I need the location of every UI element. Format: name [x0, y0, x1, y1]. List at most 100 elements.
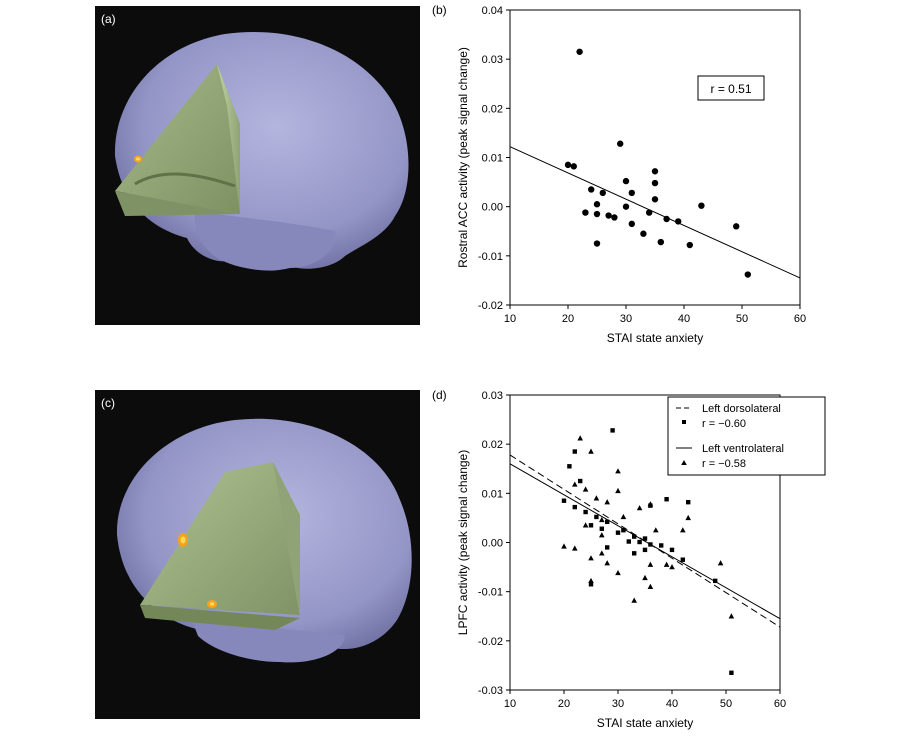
data-point-square — [642, 536, 648, 541]
data-point — [570, 163, 577, 170]
x-tick-label: 40 — [666, 698, 678, 710]
data-point — [622, 203, 630, 210]
annotation-box — [697, 75, 765, 101]
data-point-square — [594, 514, 599, 520]
data-point — [588, 186, 595, 193]
data-point-square — [632, 551, 637, 556]
data-point — [663, 215, 670, 223]
data-point-triangle — [647, 583, 654, 589]
data-point-triangle — [642, 574, 648, 581]
data-point-triangle — [647, 561, 654, 567]
y-tick-label: 0.00 — [482, 202, 503, 214]
data-point-square — [659, 543, 664, 548]
y-tick-label: 0.04 — [482, 5, 503, 17]
y-tick-label: 0.01 — [482, 488, 503, 500]
data-point-triangle — [572, 545, 578, 551]
annotation-r: r = 0.51 — [710, 82, 751, 96]
x-tick-label: 10 — [504, 698, 516, 710]
data-point — [593, 201, 601, 208]
legend-r-dorsolateral: r = −0.60 — [702, 418, 746, 430]
cut-face-bottom-a — [115, 191, 240, 216]
x-axis-label: STAI state anxiety — [597, 716, 694, 730]
data-point-square — [664, 497, 669, 502]
data-point-square — [680, 557, 685, 562]
y-tick-label: 0.02 — [482, 103, 503, 115]
legend-label-dorsolateral: Left dorsolateral — [702, 403, 781, 415]
data-point-triangle — [615, 569, 621, 576]
data-point-square — [642, 547, 648, 553]
y-tick-label: -0.02 — [478, 636, 503, 648]
data-point-square — [626, 539, 631, 544]
data-point-square — [605, 545, 610, 550]
y-tick-label: -0.01 — [478, 251, 503, 263]
data-point-triangle — [669, 564, 675, 570]
data-point-triangle — [663, 561, 670, 567]
x-tick-label: 60 — [774, 698, 786, 710]
y-tick-label: 0.01 — [482, 153, 503, 165]
legend-triangle-marker — [681, 460, 687, 465]
cut-face-top-a — [115, 64, 240, 214]
data-point-triangle — [615, 487, 621, 494]
panel-label-c: (c) — [101, 396, 115, 410]
data-point — [628, 220, 635, 228]
data-point-triangle — [685, 514, 691, 521]
x-tick-label: 30 — [612, 698, 624, 710]
data-point-triangle — [577, 435, 583, 441]
data-point-square — [610, 428, 615, 433]
data-point-triangle — [582, 486, 589, 492]
data-point-square — [669, 547, 675, 553]
x-tick-label: 50 — [736, 313, 748, 325]
data-point — [698, 202, 705, 209]
legend-r-ventrolateral: r = −0.58 — [702, 458, 746, 470]
data-point — [744, 271, 751, 278]
data-point — [651, 196, 659, 203]
data-point — [582, 209, 589, 216]
data-point — [733, 223, 740, 230]
data-point-triangle — [572, 481, 578, 487]
data-point-square — [686, 499, 691, 505]
fit-line-solid — [509, 146, 801, 279]
plot-frame — [509, 9, 801, 306]
data-point-square — [572, 449, 577, 454]
legend: Left dorsolateral r = −0.60 Left ventrolat… — [667, 396, 826, 476]
data-point-square — [599, 526, 604, 531]
data-point-triangle — [620, 513, 627, 520]
x-tick-label: 10 — [504, 313, 516, 325]
data-point-triangle — [599, 550, 605, 556]
data-point — [675, 218, 682, 225]
data-point-square — [648, 542, 653, 547]
y-tick-label: -0.02 — [478, 300, 503, 312]
data-point — [576, 48, 583, 55]
brain-render-c — [116, 418, 412, 663]
data-point — [686, 241, 693, 249]
panel-label: (b) — [432, 3, 447, 17]
x-tick-label: 50 — [720, 698, 732, 710]
data-point-square — [713, 578, 718, 584]
chart-d: 10 20 30 40 50 60 -0.03 -0.02 -0.01 0.00 0.01 0.02 0… — [432, 388, 826, 730]
data-point — [657, 238, 664, 246]
data-point — [651, 168, 659, 175]
data-point-triangle — [599, 532, 605, 538]
data-point — [651, 179, 659, 187]
data-point-square — [583, 509, 588, 515]
data-point-square — [588, 523, 594, 528]
data-point-triangle — [653, 527, 659, 533]
data-point-triangle — [588, 448, 594, 454]
data-point-square — [605, 519, 610, 525]
x-tick-label: 60 — [794, 313, 806, 325]
data-point-triangle — [561, 543, 567, 549]
x-tick-label: 40 — [678, 313, 690, 325]
y-tick-label: 0.00 — [482, 538, 503, 550]
y-tick-label: -0.03 — [478, 685, 503, 697]
legend-square-marker — [682, 420, 686, 424]
legend-label-ventrolateral: Left ventrolateral — [702, 443, 784, 455]
data-point-triangle — [680, 527, 686, 533]
data-point-square — [578, 478, 583, 484]
data-point-triangle — [604, 560, 610, 566]
data-point-triangle — [588, 577, 594, 584]
x-tick-label: 20 — [558, 698, 570, 710]
data-point — [611, 214, 618, 221]
data-point — [593, 240, 601, 247]
data-point-triangle — [582, 522, 589, 528]
x-axis-label: STAI state anxiety — [607, 331, 704, 345]
